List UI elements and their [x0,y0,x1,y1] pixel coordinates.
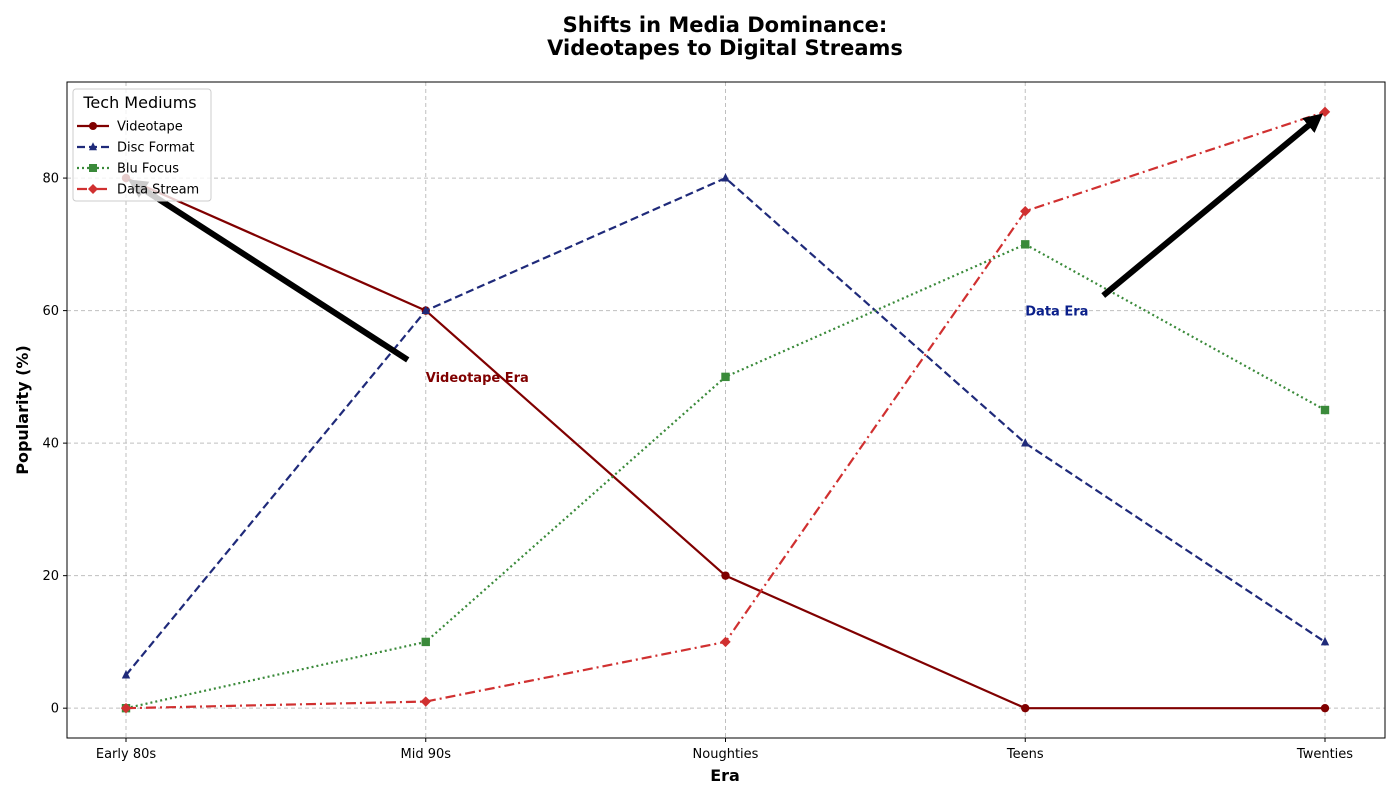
data-point-disc-format [1320,636,1330,646]
series-videotape [121,173,1330,713]
x-tick-label: Twenties [1296,747,1353,762]
data-point-data-stream [1319,106,1331,118]
x-tick-label: Mid 90s [400,747,451,762]
annotation-label: Data Era [1025,305,1088,320]
legend-item-disc-format: Disc Format [77,141,195,156]
annotation-arrow [128,179,410,363]
data-point-data-stream [120,702,132,714]
series-group [120,106,1331,714]
annotations: Videotape Era Data Era [128,113,1324,386]
data-point-data-stream [720,636,731,648]
legend-label-blu-focus: Blu Focus [117,162,179,177]
legend-item-data-stream: Data Stream [77,183,199,198]
legend-item-blu-focus: Blu Focus [77,162,179,177]
axis-ticks: Early 80s Mid 90s Noughties Teens Twenties 0 2… [42,172,1353,762]
legend-marker-videotape [89,122,97,130]
x-tick-label: Teens [1006,747,1044,762]
legend-marker-data-stream [88,184,98,194]
data-point-blu-focus [421,637,430,647]
x-tick-label: Noughties [693,747,759,762]
data-point-videotape [1021,703,1030,713]
x-tick-label: Early 80s [96,747,157,762]
legend-label-data-stream: Data Stream [117,183,199,198]
data-point-data-stream [1020,206,1031,217]
x-axis-label: Era [710,766,740,785]
chart-title-line-1: Shifts in Media Dominance: [563,13,888,37]
data-point-blu-focus [1320,405,1330,415]
data-point-videotape [721,571,730,580]
y-tick-label: 80 [42,172,59,187]
legend-marker-disc-format [89,142,97,151]
series-disc-format [121,173,1330,679]
data-point-disc-format [1021,438,1030,447]
chart-title-line-2: Videotapes to Digital Streams [547,36,903,60]
y-tick-label: 0 [51,702,59,717]
legend-marker-blu-focus [89,164,97,172]
data-point-data-stream [420,696,431,707]
annotation-label: Videotape Era [426,371,529,386]
legend-box [72,88,212,202]
annotation-arrow [1101,113,1324,298]
grid [67,82,1385,738]
series-data-stream [120,106,1331,714]
data-point-disc-format [721,173,730,182]
y-tick-label: 60 [42,304,59,319]
legend-label-videotape: Videotape [117,120,183,135]
data-point-disc-format [421,305,430,315]
data-point-blu-focus [1021,240,1030,249]
legend: Tech Mediums Videotape Disc Format Blu Focu… [72,88,212,202]
data-point-videotape [1320,703,1330,713]
legend-title: Tech Mediums [82,93,196,112]
y-axis-label: Popularity (%) [13,345,32,475]
data-point-disc-format [121,670,131,679]
legend-label-disc-format: Disc Format [117,141,195,156]
y-tick-label: 40 [42,437,59,452]
y-tick-label: 20 [42,569,59,584]
data-point-blu-focus [721,372,730,382]
legend-item-videotape: Videotape [77,120,183,135]
